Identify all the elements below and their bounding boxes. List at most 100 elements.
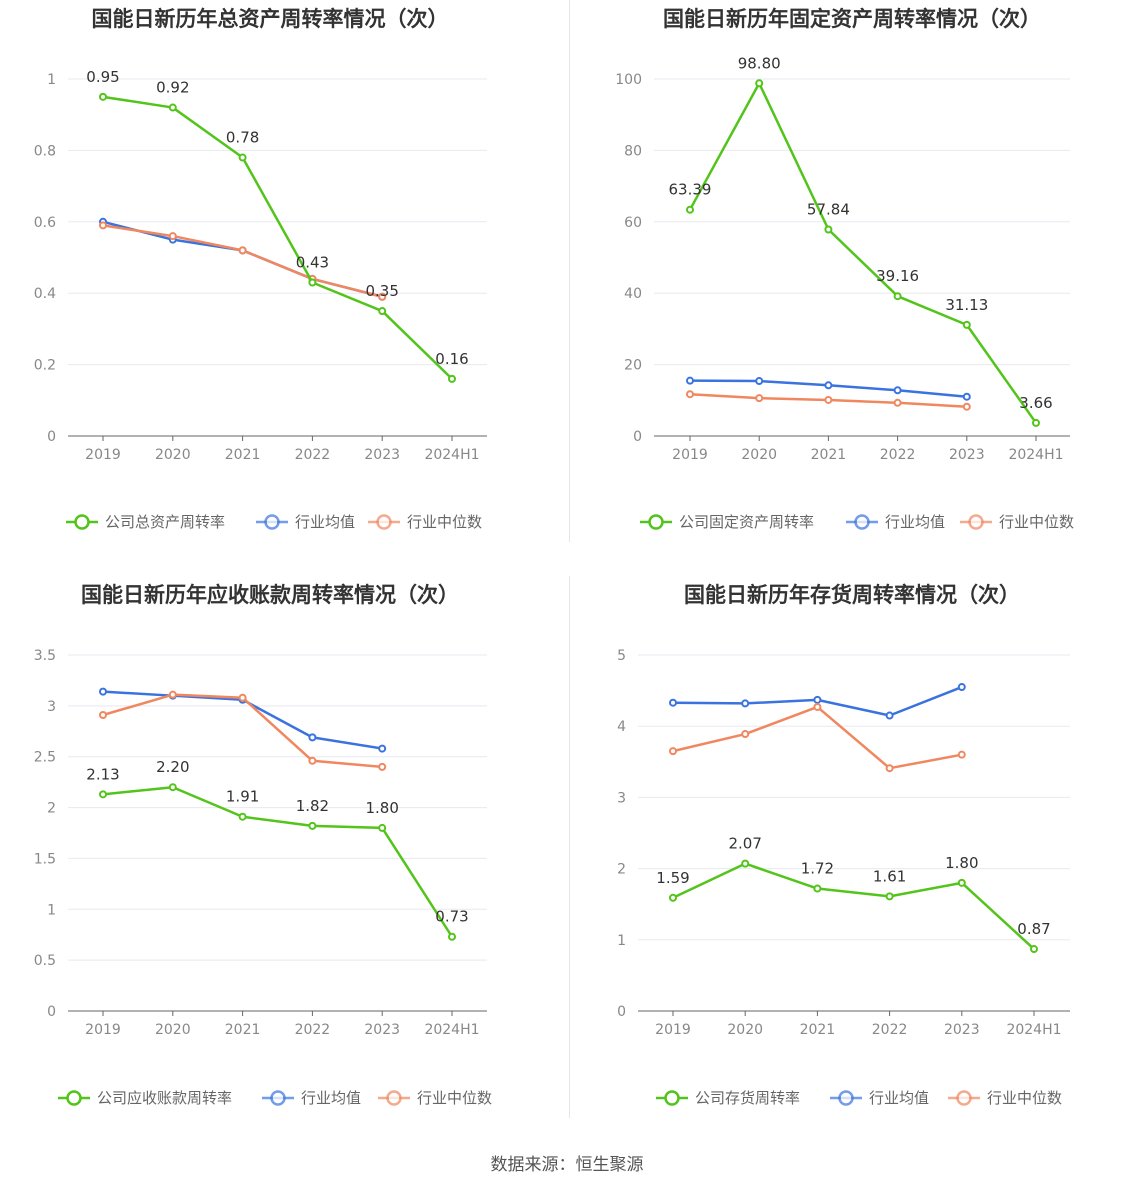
data-point-company <box>1030 945 1038 954</box>
data-point-company <box>686 205 694 214</box>
legend-marker-icon <box>264 514 280 530</box>
data-point-company <box>1032 418 1040 427</box>
data-point-avg <box>99 687 107 696</box>
x-tick-label: 2024H1 <box>424 1022 479 1038</box>
data-point-median <box>99 711 107 720</box>
legend-item-company[interactable]: 公司应收账款周转率 <box>58 1089 232 1107</box>
legend-item-company[interactable]: 公司存货周转率 <box>656 1089 800 1107</box>
data-point-company <box>448 374 456 383</box>
series-line-company <box>672 862 1035 950</box>
legend-item-company[interactable]: 公司固定资产周转率 <box>640 513 814 531</box>
panel-divider <box>569 576 570 1118</box>
legend-label: 行业均值 <box>295 513 355 531</box>
data-point-median <box>686 390 694 399</box>
y-tick-label: 5 <box>617 648 626 664</box>
x-tick-label: 2022 <box>880 447 916 463</box>
data-label: 1.80 <box>945 854 978 872</box>
x-tick-label: 2019 <box>85 447 121 463</box>
legend-item-median[interactable]: 行业中位数 <box>378 1089 492 1107</box>
data-point-avg <box>741 699 750 708</box>
x-tick-label: 2024H1 <box>1006 1022 1061 1038</box>
x-tick-label: 2021 <box>225 1022 261 1038</box>
y-tick-label: 1 <box>47 72 56 88</box>
data-point-company <box>308 278 317 287</box>
data-label: 2.13 <box>86 765 119 783</box>
y-tick-label: 0.5 <box>34 953 56 969</box>
legend-label: 行业中位数 <box>987 1089 1062 1107</box>
data-point-avg <box>669 698 677 707</box>
data-point-median <box>378 292 387 301</box>
data-point-avg <box>308 733 317 742</box>
data-point-avg <box>962 392 971 401</box>
legend-marker-icon <box>270 1090 286 1106</box>
series-line-median <box>672 705 963 770</box>
chart-svg: 国能日新历年存货周转率情况（次） 0 1 2 3 4 5 2019 2020 2021 2022 20… <box>617 583 1070 1107</box>
data-label: 2.07 <box>728 835 761 853</box>
legend-item-median[interactable]: 行业中位数 <box>960 513 1074 531</box>
legend-label: 行业中位数 <box>999 513 1074 531</box>
y-tick-label: 0 <box>633 429 642 445</box>
data-point-company <box>378 823 387 832</box>
legend-item-avg[interactable]: 行业均值 <box>846 513 945 531</box>
y-tick-label: 20 <box>624 358 642 374</box>
legend-label: 公司固定资产周转率 <box>679 513 814 531</box>
data-point-avg <box>378 744 387 753</box>
y-tick-label: 40 <box>624 286 642 302</box>
data-point-avg <box>893 386 902 395</box>
data-label: 1.59 <box>656 869 689 887</box>
x-tick-label: 2020 <box>727 1022 763 1038</box>
y-tick-label: 4 <box>617 719 626 735</box>
x-tick-label: 2022 <box>295 1022 331 1038</box>
legend-label: 公司应收账款周转率 <box>97 1089 232 1107</box>
legend-item-avg[interactable]: 行业均值 <box>262 1089 361 1107</box>
data-point-avg <box>824 381 833 390</box>
data-point-median <box>168 232 177 241</box>
data-label: 1.82 <box>296 797 329 815</box>
data-point-median <box>308 756 317 765</box>
data-point-median <box>99 221 107 230</box>
x-tick-label: 2020 <box>741 447 777 463</box>
data-point-company <box>99 790 107 799</box>
data-point-median <box>741 730 750 739</box>
series-line-median <box>102 224 383 298</box>
data-point-avg <box>885 711 894 720</box>
legend-item-median[interactable]: 行业中位数 <box>948 1089 1062 1107</box>
y-tick-label: 3.5 <box>34 648 56 664</box>
chart-title: 国能日新历年固定资产周转率情况（次） <box>663 7 1041 31</box>
x-tick-label: 2021 <box>800 1022 836 1038</box>
data-point-avg <box>755 377 764 386</box>
data-point-company <box>168 103 177 112</box>
y-tick-label: 3 <box>47 699 56 715</box>
x-tick-label: 2022 <box>872 1022 908 1038</box>
legend-item-company[interactable]: 公司总资产周转率 <box>66 513 225 531</box>
legend-marker-icon <box>968 514 984 530</box>
legend-label: 行业均值 <box>885 513 945 531</box>
legend-marker-icon <box>386 1090 402 1106</box>
y-tick-label: 1.5 <box>34 851 56 867</box>
data-label: 1.91 <box>226 788 259 806</box>
data-point-company <box>755 79 764 88</box>
y-tick-label: 80 <box>624 143 642 159</box>
y-tick-label: 0.4 <box>34 286 56 302</box>
y-tick-label: 100 <box>615 72 642 88</box>
data-point-company <box>962 320 971 329</box>
chart-title: 国能日新历年存货周转率情况（次） <box>684 583 1020 607</box>
data-point-median <box>893 398 902 407</box>
data-label: 0.78 <box>226 129 259 147</box>
data-point-company <box>238 812 247 821</box>
legend-item-avg[interactable]: 行业均值 <box>830 1089 929 1107</box>
data-label: 0.16 <box>435 350 468 368</box>
legend-label: 行业中位数 <box>417 1089 492 1107</box>
data-point-company <box>669 893 677 902</box>
legend-item-median[interactable]: 行业中位数 <box>368 513 482 531</box>
data-label: 2.20 <box>156 758 189 776</box>
y-tick-label: 1 <box>617 933 626 949</box>
y-tick-label: 0 <box>47 429 56 445</box>
y-tick-label: 0 <box>47 1004 56 1020</box>
legend-label: 行业均值 <box>301 1089 361 1107</box>
data-source-footer: 数据来源：恒生聚源 <box>490 1155 644 1175</box>
data-point-company <box>238 153 247 162</box>
x-tick-label: 2024H1 <box>1008 447 1063 463</box>
legend-item-avg[interactable]: 行业均值 <box>256 513 355 531</box>
chart-svg: 国能日新历年应收账款周转率情况（次） 0 0.5 1 1.5 2 2.5 3 3.5 2019 20… <box>34 583 492 1107</box>
